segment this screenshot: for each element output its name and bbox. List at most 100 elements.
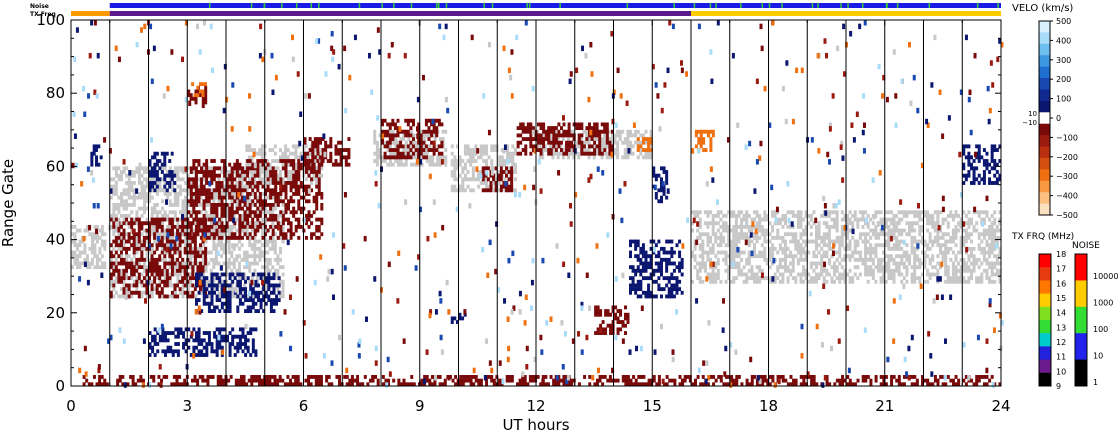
data-cell	[187, 232, 191, 237]
data-cell	[278, 378, 282, 383]
data-cell	[503, 159, 507, 163]
data-cell	[114, 265, 118, 270]
data-cell	[791, 239, 795, 244]
data-cell	[189, 210, 193, 215]
data-cell	[239, 382, 243, 387]
data-cell	[178, 265, 182, 270]
data-cell	[506, 170, 510, 174]
data-cell	[998, 279, 1002, 284]
data-cell	[117, 173, 121, 178]
data-cell	[962, 378, 966, 383]
data-cell	[887, 239, 891, 244]
data-cell	[109, 195, 113, 200]
data-cell	[193, 254, 197, 259]
data-cell	[892, 276, 896, 281]
data-cell	[915, 254, 919, 259]
data-cell	[920, 272, 924, 277]
data-cell	[936, 268, 940, 273]
data-cell	[778, 279, 782, 284]
data-cell	[296, 378, 300, 383]
data-cell	[246, 192, 250, 196]
data-cell	[765, 276, 769, 281]
data-cell	[691, 250, 694, 255]
data-cell	[194, 195, 198, 200]
data-cell	[135, 250, 139, 255]
data-cell	[716, 228, 720, 233]
data-cell	[799, 213, 803, 218]
data-cell	[933, 210, 937, 215]
data-cell	[724, 375, 728, 379]
data-cell	[936, 217, 940, 222]
data-cell	[209, 166, 213, 171]
data-cell	[838, 261, 842, 266]
data-cell	[454, 375, 458, 379]
strip-marker	[896, 3, 899, 8]
data-cell	[776, 232, 780, 237]
data-cell	[122, 170, 126, 174]
data-cell	[243, 221, 247, 226]
data-cell	[253, 184, 257, 189]
data-cell	[71, 239, 74, 244]
data-cell	[926, 378, 930, 383]
data-cell	[830, 265, 834, 270]
data-cell	[78, 250, 82, 255]
data-cell	[248, 221, 252, 226]
data-cell	[207, 213, 211, 218]
data-cell	[253, 177, 257, 182]
data-cell	[402, 137, 406, 141]
data-cell	[114, 257, 118, 262]
data-cell	[456, 177, 460, 182]
data-cell	[771, 243, 775, 248]
data-cell	[271, 221, 275, 226]
data-cell	[882, 217, 886, 222]
data-cell	[905, 221, 909, 226]
data-cell	[150, 224, 154, 229]
data-cell	[243, 276, 247, 281]
data-cell	[284, 173, 288, 178]
data-cell	[240, 184, 244, 189]
data-cell	[217, 283, 221, 288]
data-cell	[135, 283, 139, 288]
data-cell	[479, 144, 483, 149]
data-cell	[112, 192, 116, 196]
data-cell	[933, 221, 937, 226]
data-cell	[389, 144, 393, 149]
data-cell	[246, 170, 250, 174]
data-cell	[105, 382, 109, 387]
data-cell	[140, 195, 144, 200]
data-cell	[237, 246, 241, 251]
data-cell	[205, 177, 209, 182]
data-cell	[691, 221, 694, 226]
data-cell	[294, 151, 298, 156]
data-cell	[117, 268, 121, 273]
data-cell	[703, 210, 707, 215]
data-cell	[207, 294, 211, 299]
data-cell	[184, 195, 188, 200]
data-cell	[874, 250, 878, 255]
data-cell	[173, 290, 177, 295]
data-cell	[448, 375, 452, 379]
data-cell	[784, 217, 787, 222]
data-cell	[913, 239, 917, 244]
data-cell	[472, 382, 476, 387]
data-cell	[245, 257, 249, 262]
data-cell	[246, 159, 250, 163]
data-cell	[404, 159, 408, 163]
data-cell	[482, 151, 486, 156]
data-cell	[887, 268, 891, 273]
data-cell	[993, 243, 997, 248]
data-cell	[289, 232, 293, 237]
data-cell	[835, 257, 839, 262]
data-cell	[338, 378, 341, 383]
data-cell	[75, 246, 79, 251]
data-cell	[933, 265, 937, 270]
data-cell	[150, 228, 154, 233]
data-cell	[248, 159, 252, 163]
data-cell	[125, 272, 129, 277]
data-cell	[278, 257, 282, 262]
data-cell	[255, 375, 259, 379]
data-cell	[802, 217, 806, 222]
data-cell	[289, 188, 293, 193]
data-cell	[132, 239, 136, 244]
data-cell	[317, 375, 321, 379]
